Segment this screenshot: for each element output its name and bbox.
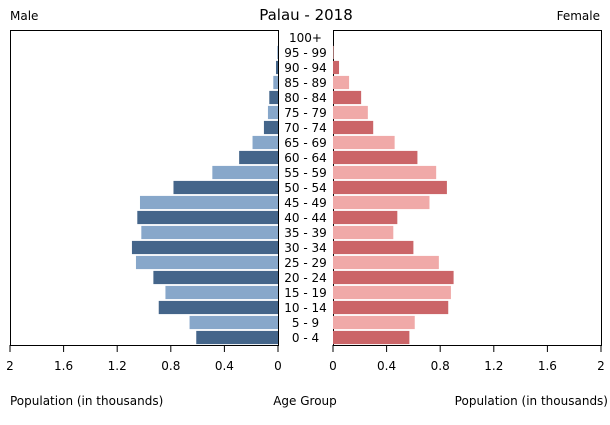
age-group-label: 70 - 74 <box>284 121 327 135</box>
age-group-label: 75 - 79 <box>284 106 327 120</box>
female-bar <box>333 300 449 315</box>
age-group-label: 20 - 24 <box>284 271 327 285</box>
male-bars <box>131 45 278 345</box>
male-bar <box>158 300 278 315</box>
age-group-label: 100+ <box>289 31 322 45</box>
female-tick-label: 0 <box>329 359 337 373</box>
chart-title: Palau - 2018 <box>259 6 353 24</box>
female-tick-label: 1.6 <box>538 359 557 373</box>
female-bar <box>333 75 350 90</box>
age-group-label: 25 - 29 <box>284 256 327 270</box>
male-plot-frame <box>10 30 279 346</box>
age-group-label: 30 - 34 <box>284 241 327 255</box>
age-group-label: 85 - 89 <box>284 76 327 90</box>
male-bar <box>135 255 278 270</box>
age-group-label: 90 - 94 <box>284 61 327 75</box>
male-bar <box>273 75 278 90</box>
female-bar <box>333 240 414 255</box>
age-group-label: 10 - 14 <box>284 301 327 315</box>
female-bar <box>333 225 394 240</box>
male-bar <box>252 135 278 150</box>
male-tick-label: 0.4 <box>215 359 234 373</box>
female-bar <box>333 165 437 180</box>
age-group-label: 45 - 49 <box>284 196 327 210</box>
female-bar <box>333 150 418 165</box>
female-bar <box>333 330 410 345</box>
male-bar <box>139 195 278 210</box>
female-bar <box>333 120 374 135</box>
female-tick-label: 0.4 <box>377 359 396 373</box>
male-tick-label: 0.8 <box>161 359 180 373</box>
female-bar <box>333 180 447 195</box>
male-axis-ticks: 0 0.4 0.8 1.2 1.6 2 <box>6 345 282 373</box>
male-bar <box>267 105 278 120</box>
female-bar <box>333 210 398 225</box>
male-bar <box>239 150 278 165</box>
female-label: Female <box>557 9 600 23</box>
male-bar <box>173 180 278 195</box>
age-group-label: 40 - 44 <box>284 211 327 225</box>
female-tick-label: 0.8 <box>431 359 450 373</box>
male-bar <box>275 60 278 75</box>
age-group-label: 65 - 69 <box>284 136 327 150</box>
male-bar <box>277 45 278 60</box>
female-bar <box>333 195 430 210</box>
age-group-label: 55 - 59 <box>284 166 327 180</box>
male-bar <box>263 120 278 135</box>
male-tick-label: 0 <box>274 359 282 373</box>
female-bar <box>333 45 334 60</box>
x-axis-label-left: Population (in thousands) <box>10 394 163 408</box>
x-axis-label-right: Population (in thousands) <box>455 394 608 408</box>
female-bar <box>333 135 395 150</box>
male-tick-label: 2 <box>6 359 14 373</box>
male-bar <box>137 210 278 225</box>
male-bar <box>269 90 278 105</box>
x-axis-label-center: Age Group <box>273 394 337 408</box>
male-label: Male <box>10 9 38 23</box>
age-group-label: 95 - 99 <box>284 46 327 60</box>
female-bar <box>333 90 362 105</box>
male-bar <box>141 225 278 240</box>
female-bars <box>333 45 454 345</box>
female-bar <box>333 285 451 300</box>
age-group-label: 35 - 39 <box>284 226 327 240</box>
age-group-label: 50 - 54 <box>284 181 327 195</box>
female-tick-label: 2 <box>597 359 605 373</box>
male-bar <box>165 285 278 300</box>
female-bar <box>333 105 368 120</box>
male-tick-label: 1.2 <box>108 359 127 373</box>
male-bar <box>196 330 278 345</box>
age-group-label: 60 - 64 <box>284 151 327 165</box>
female-bar <box>333 60 340 75</box>
male-bar <box>131 240 278 255</box>
male-bar <box>212 165 278 180</box>
female-axis-ticks: 0 0.4 0.8 1.2 1.6 2 <box>329 345 605 373</box>
female-tick-label: 1.2 <box>484 359 503 373</box>
female-bar <box>333 270 454 285</box>
age-group-label: 15 - 19 <box>284 286 327 300</box>
male-bar <box>153 270 278 285</box>
male-bar <box>189 315 278 330</box>
female-bar <box>333 315 415 330</box>
female-bar <box>333 255 439 270</box>
age-group-label: 80 - 84 <box>284 91 327 105</box>
male-tick-label: 1.6 <box>54 359 73 373</box>
age-group-label: 5 - 9 <box>292 316 319 330</box>
age-group-label: 0 - 4 <box>292 331 319 345</box>
